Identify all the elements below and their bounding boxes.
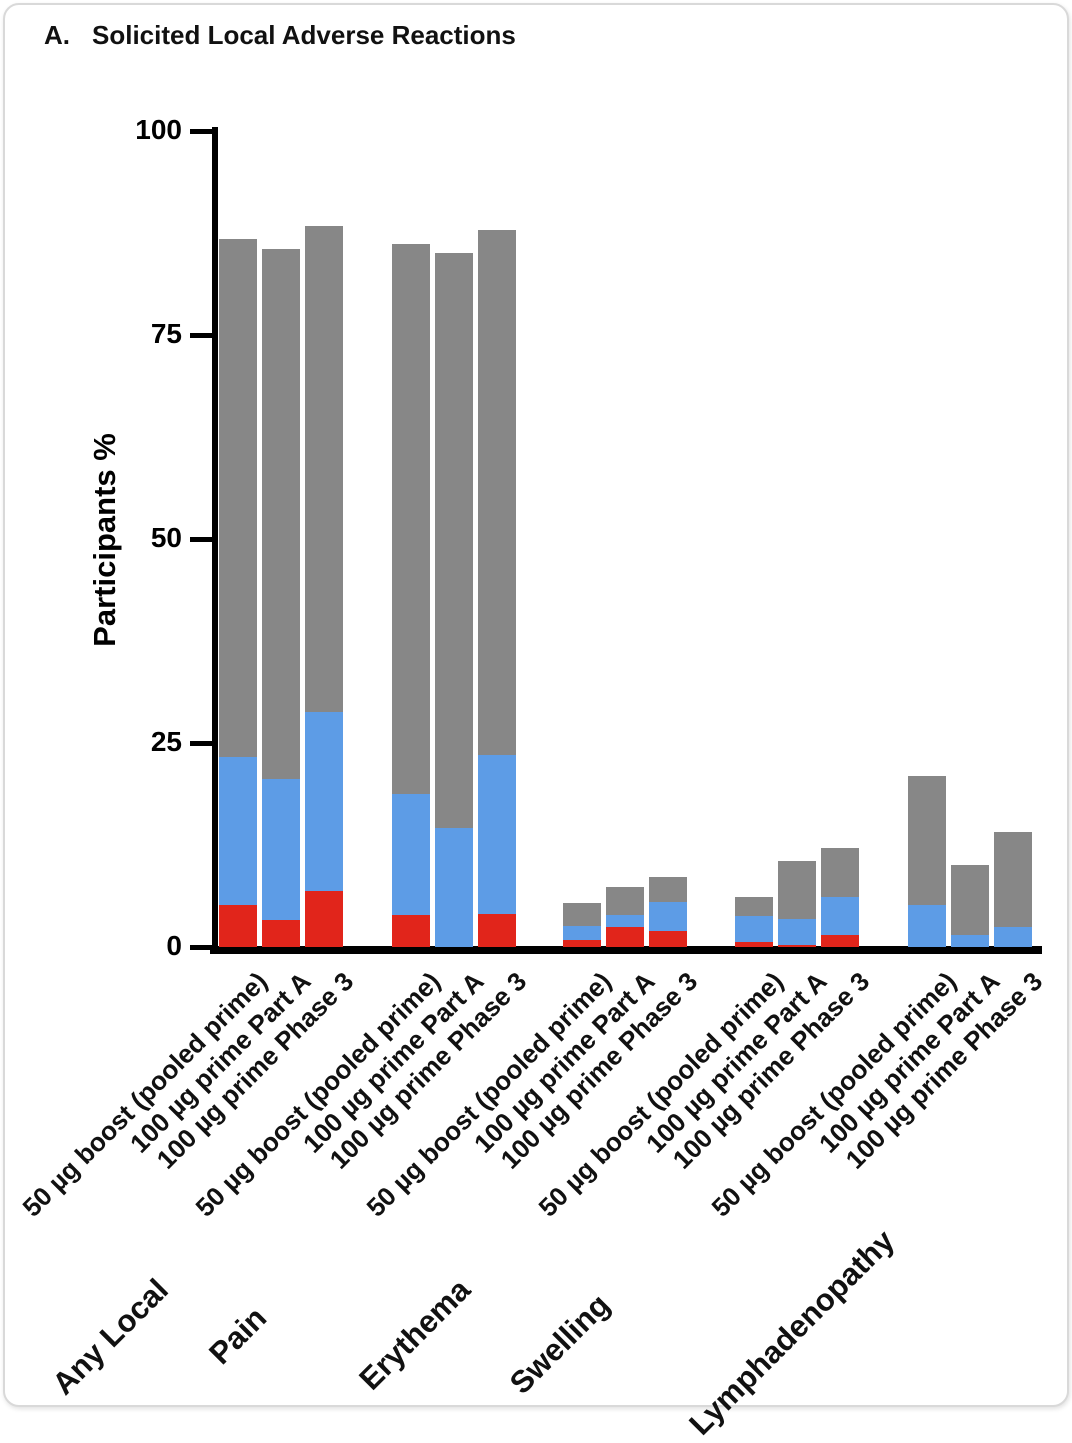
y-tick-label: 75 xyxy=(150,318,182,349)
bar-segment-blue xyxy=(908,905,946,947)
bar-segment-gray xyxy=(735,897,773,916)
bar-segment-red xyxy=(262,920,300,947)
bar-segment-blue xyxy=(563,925,601,941)
bar-segment-blue xyxy=(219,756,257,906)
y-tick-mark xyxy=(190,740,212,746)
bar-segment-red xyxy=(606,927,644,947)
bar-segment-gray xyxy=(435,253,473,828)
bar-segment-red xyxy=(778,944,816,947)
bar-segment-gray xyxy=(994,831,1032,927)
y-tick-label: 100 xyxy=(135,114,182,145)
bar-segment-blue xyxy=(649,902,687,931)
bar-segment-blue xyxy=(435,827,473,947)
bar-segment-gray xyxy=(606,886,644,916)
bar-segment-blue xyxy=(735,915,773,943)
y-tick-mark xyxy=(190,536,212,542)
bar-segment-gray xyxy=(563,902,601,926)
bar-segment-red xyxy=(478,913,516,947)
bar-segment-gray xyxy=(392,244,430,794)
y-tick-label: 50 xyxy=(150,522,182,553)
bar-segment-red xyxy=(735,942,773,947)
figure-card xyxy=(3,3,1069,1407)
bar-segment-blue xyxy=(606,915,644,928)
x-axis-line xyxy=(210,946,1042,954)
bar-segment-gray xyxy=(778,861,816,920)
bar-segment-gray xyxy=(305,225,343,712)
stacked-bar-chart: 0 25 50 75 100 50 µg boost (pooled prime) 100 … xyxy=(17,114,1049,1442)
bar-segment-gray xyxy=(951,865,989,935)
bar-segment-red xyxy=(392,915,430,947)
bar-segment-blue xyxy=(305,711,343,891)
bar-segment-gray xyxy=(262,249,300,779)
bar-segment-red xyxy=(219,905,257,947)
group-label: Any Local xyxy=(45,1272,175,1402)
bar-segment-blue xyxy=(994,926,1032,947)
y-tick-mark xyxy=(190,128,212,134)
bar-segment-red xyxy=(305,890,343,947)
figure-title: A. Solicited Local Adverse Reactions xyxy=(44,20,516,51)
bar-segment-blue xyxy=(392,793,430,916)
y-axis-line xyxy=(212,127,218,953)
bar-segment-gray xyxy=(821,848,859,898)
y-tick-mark xyxy=(190,944,212,950)
panel-letter: A. xyxy=(44,20,70,50)
bar-segment-gray xyxy=(649,876,687,903)
y-tick-label: 25 xyxy=(150,726,182,757)
bar-segment-gray xyxy=(908,775,946,906)
bar-segment-blue xyxy=(821,897,859,935)
group-label: Pain xyxy=(201,1300,273,1372)
bar-segment-blue xyxy=(478,755,516,914)
figure-title-text: Solicited Local Adverse Reactions xyxy=(92,20,516,50)
group-label: Erythema xyxy=(352,1272,477,1397)
group-label: Swelling xyxy=(503,1287,617,1401)
bar-segment-gray xyxy=(219,238,257,757)
bar-segment-red xyxy=(563,940,601,947)
bar-segment-blue xyxy=(778,919,816,945)
y-tick-mark xyxy=(190,332,212,338)
y-tick-label: 0 xyxy=(166,930,182,961)
bar-segment-blue xyxy=(951,934,989,947)
bar-segment-red xyxy=(821,934,859,947)
bar-segment-gray xyxy=(478,229,516,756)
bar-segment-red xyxy=(649,930,687,947)
bar-segment-blue xyxy=(262,778,300,921)
